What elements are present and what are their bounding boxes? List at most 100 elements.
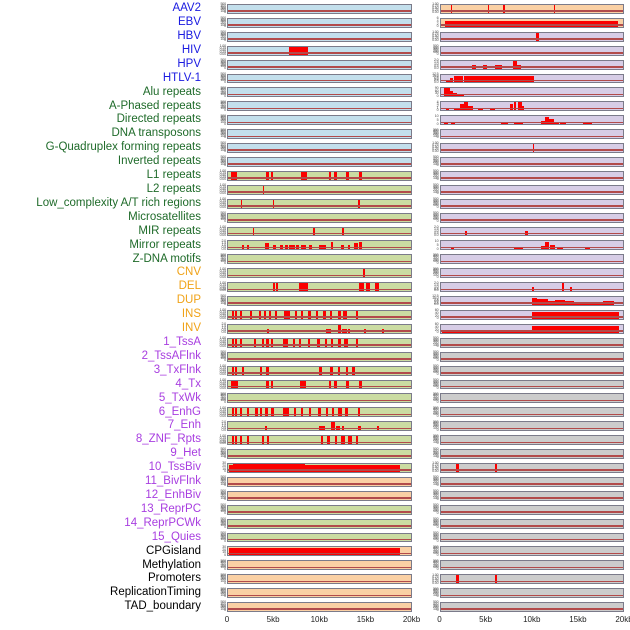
right-track-panel[interactable] xyxy=(439,393,624,404)
left-track-panel[interactable] xyxy=(227,435,412,446)
right-track-panel[interactable] xyxy=(439,254,624,265)
left-track-panel[interactable] xyxy=(227,59,412,70)
right-track-panel[interactable] xyxy=(439,268,624,279)
right-track-panel[interactable] xyxy=(439,240,624,251)
y-axis-tick: 500 xyxy=(432,169,439,174)
right-track-panel[interactable] xyxy=(439,184,624,195)
right-track-panel[interactable] xyxy=(439,296,624,306)
right-track-panel[interactable] xyxy=(439,323,624,334)
right-track-panel[interactable] xyxy=(439,532,624,543)
left-track-panel[interactable] xyxy=(227,268,412,279)
left-track-panel[interactable] xyxy=(227,504,412,515)
left-track-panel[interactable] xyxy=(227,407,412,418)
right-track-panel[interactable] xyxy=(439,490,624,501)
left-track-panel[interactable] xyxy=(227,129,412,140)
left-track-panel[interactable] xyxy=(227,574,412,585)
data-bar xyxy=(557,247,563,250)
track-label-cpgisland: CPGisland xyxy=(146,544,201,557)
left-track-panel[interactable] xyxy=(227,73,412,84)
right-track-panel[interactable] xyxy=(439,45,624,56)
left-track-panel[interactable] xyxy=(227,143,412,153)
right-track-panel[interactable] xyxy=(439,282,624,293)
right-track-panel[interactable] xyxy=(439,143,624,153)
y-axis-tick: 2 xyxy=(436,21,439,26)
left-track-panel[interactable] xyxy=(227,365,412,376)
right-track-panel[interactable] xyxy=(439,351,624,362)
right-track-panel[interactable] xyxy=(439,463,624,473)
right-track-panel[interactable] xyxy=(439,407,624,418)
right-track-panel[interactable] xyxy=(439,129,624,140)
left-track-panel[interactable] xyxy=(227,476,412,487)
right-track-panel[interactable] xyxy=(439,337,624,348)
right-track-panel[interactable] xyxy=(439,157,624,167)
y-axis-tick: 300 xyxy=(432,520,439,525)
left-track-panel[interactable] xyxy=(227,490,412,501)
right-track-panel[interactable] xyxy=(439,170,624,181)
y-axis-tick: 400 xyxy=(220,4,226,8)
right-track-panel[interactable] xyxy=(439,73,624,84)
left-track-panel[interactable] xyxy=(227,463,412,473)
left-track-panel[interactable] xyxy=(227,602,412,612)
right-track-panel[interactable] xyxy=(439,59,624,70)
right-track-panel[interactable] xyxy=(439,212,624,223)
y-axis-tick: 0 xyxy=(224,302,226,307)
left-track-panel[interactable] xyxy=(227,87,412,98)
left-track-panel[interactable] xyxy=(227,393,412,404)
left-track-panel[interactable] xyxy=(227,240,412,251)
left-track-panel[interactable] xyxy=(227,560,412,571)
right-track-panel[interactable] xyxy=(439,588,624,599)
y-axis-tick: 300 xyxy=(220,297,226,302)
right-track-panel[interactable] xyxy=(439,101,624,112)
right-track-panel[interactable] xyxy=(439,421,624,432)
left-track-panel[interactable] xyxy=(227,323,412,334)
left-track-panel[interactable] xyxy=(227,184,412,195)
right-track-panel[interactable] xyxy=(439,31,624,42)
right-track-panel[interactable] xyxy=(439,310,624,320)
left-track-panel[interactable] xyxy=(227,518,412,529)
right-track-panel[interactable] xyxy=(439,365,624,376)
track-label-promoters: Promoters xyxy=(147,572,201,585)
right-track-panel[interactable] xyxy=(439,574,624,585)
left-track-panel[interactable] xyxy=(227,31,412,42)
left-track-panel[interactable] xyxy=(227,282,412,293)
left-track-panel[interactable] xyxy=(227,157,412,167)
right-track-panel[interactable] xyxy=(439,17,624,28)
left-track-panel[interactable] xyxy=(227,101,412,112)
left-track-panel[interactable] xyxy=(227,198,412,209)
right-track-panel[interactable] xyxy=(439,449,624,459)
right-track-panel[interactable] xyxy=(439,379,624,390)
left-track-panel[interactable] xyxy=(227,4,412,14)
right-track-panel[interactable] xyxy=(439,87,624,98)
right-track-panel[interactable] xyxy=(439,115,624,126)
left-track-panel[interactable] xyxy=(227,532,412,543)
left-track-panel[interactable] xyxy=(227,351,412,362)
left-track-panel[interactable] xyxy=(227,337,412,348)
left-track-panel[interactable] xyxy=(227,421,412,432)
left-track-panel[interactable] xyxy=(227,449,412,459)
left-track-panel[interactable] xyxy=(227,254,412,265)
left-track-panel[interactable] xyxy=(227,17,412,28)
right-track-panel[interactable] xyxy=(439,602,624,612)
right-track-panel[interactable] xyxy=(439,560,624,571)
left-track-panel[interactable] xyxy=(227,212,412,223)
left-track-panel[interactable] xyxy=(227,296,412,306)
right-track-panel[interactable] xyxy=(439,198,624,209)
right-y-axis: 0 100 200 300 400 500 xyxy=(418,475,440,489)
left-track-panel[interactable] xyxy=(227,588,412,599)
left-track-panel[interactable] xyxy=(227,170,412,181)
panel-baseline xyxy=(228,52,411,54)
left-track-panel[interactable] xyxy=(227,546,412,557)
left-track-panel[interactable] xyxy=(227,226,412,237)
right-track-panel[interactable] xyxy=(439,518,624,529)
right-track-panel[interactable] xyxy=(439,4,624,14)
left-track-panel[interactable] xyxy=(227,115,412,126)
left-track-panel[interactable] xyxy=(227,310,412,320)
right-track-panel[interactable] xyxy=(439,476,624,487)
right-track-panel[interactable] xyxy=(439,226,624,237)
right-track-panel[interactable] xyxy=(439,504,624,515)
right-track-panel[interactable] xyxy=(439,546,624,557)
left-track-panel[interactable] xyxy=(227,45,412,56)
right-track-panel[interactable] xyxy=(439,435,624,446)
left-track-panel[interactable] xyxy=(227,379,412,390)
y-axis-tick: 1.0 xyxy=(221,242,226,247)
